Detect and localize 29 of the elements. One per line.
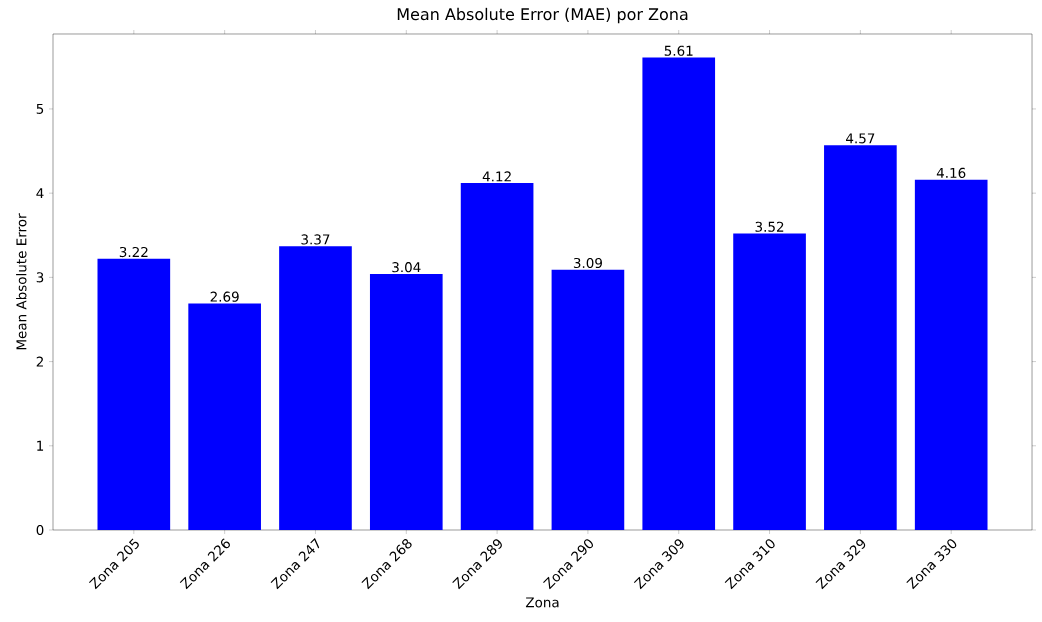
bar [642,57,716,530]
bar [914,179,988,530]
data-label: 4.16 [936,167,966,178]
data-label: 2.69 [210,291,239,302]
data-label: 4.12 [482,171,511,182]
data-label: 3.04 [392,262,421,273]
y-tick-label: 0 [36,524,44,536]
y-tick-label: 2 [36,356,43,367]
y-axis-title: Mean Absolute Error [16,213,27,350]
bar [97,258,171,530]
y-tick-label: 1 [37,440,44,451]
data-label: 5.61 [664,45,693,56]
data-label: 3.22 [119,246,148,258]
data-label: 3.09 [573,257,602,269]
data-label: 3.52 [755,221,784,232]
bar [733,233,806,530]
chart-title: Mean Absolute Error (MAE) por Zona [397,7,688,24]
bar [551,269,625,530]
x-axis-title: Zona [525,597,559,608]
data-label: 3.37 [301,234,330,245]
data-label: 4.57 [846,133,875,144]
bar [188,303,261,530]
bar [824,145,897,530]
bar [279,246,352,530]
bar [460,183,534,530]
bar [369,274,443,530]
y-tick-label: 5 [36,103,44,114]
y-tick-label: 4 [36,188,44,199]
y-tick-label: 3 [36,272,44,283]
